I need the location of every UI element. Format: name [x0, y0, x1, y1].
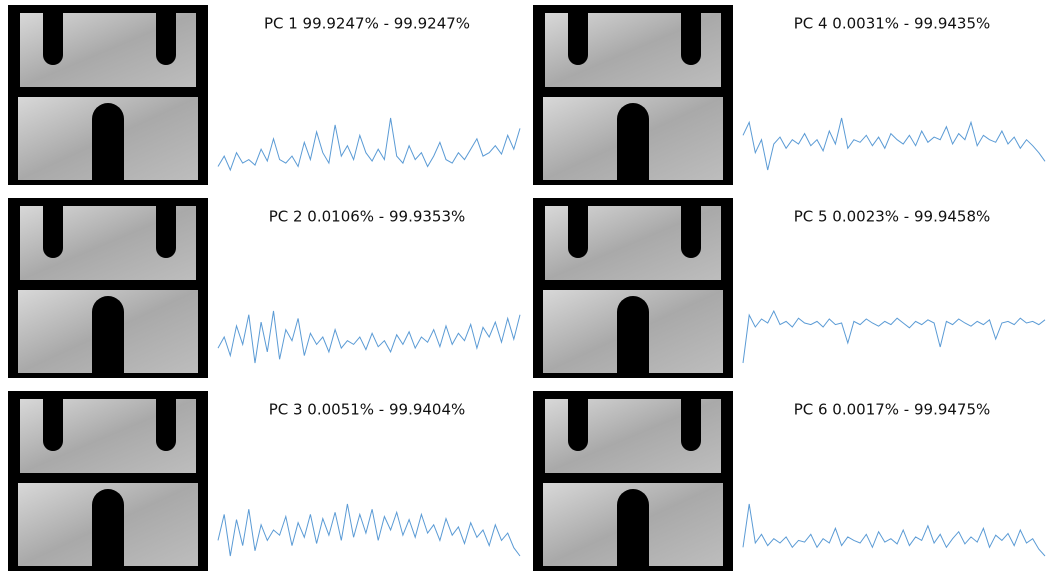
signal-line	[218, 504, 520, 556]
component-image	[8, 198, 208, 378]
figure: PC 1 99.9247% - 99.9247% PC 2 0.0106% - 9…	[0, 0, 1060, 584]
signal-line	[218, 118, 520, 170]
signal-line	[743, 118, 1045, 170]
component-image	[533, 198, 733, 378]
panel-title: PC 2 0.0106% - 99.9353%	[269, 208, 466, 226]
panel-title: PC 6 0.0017% - 99.9475%	[794, 401, 991, 419]
component-image	[533, 391, 733, 571]
signal-line	[743, 311, 1045, 363]
component-image	[533, 5, 733, 185]
page: PC 1 99.9247% - 99.9247% PC 2 0.0106% - 9…	[0, 0, 1060, 588]
panel-title: PC 5 0.0023% - 99.9458%	[794, 208, 991, 226]
signal-line	[218, 311, 520, 363]
component-image	[8, 5, 208, 185]
panel-title: PC 3 0.0051% - 99.9404%	[269, 401, 466, 419]
component-image	[8, 391, 208, 571]
panel-title: PC 1 99.9247% - 99.9247%	[264, 15, 470, 33]
signal-line	[743, 504, 1045, 556]
panel-title: PC 4 0.0031% - 99.9435%	[794, 15, 991, 33]
